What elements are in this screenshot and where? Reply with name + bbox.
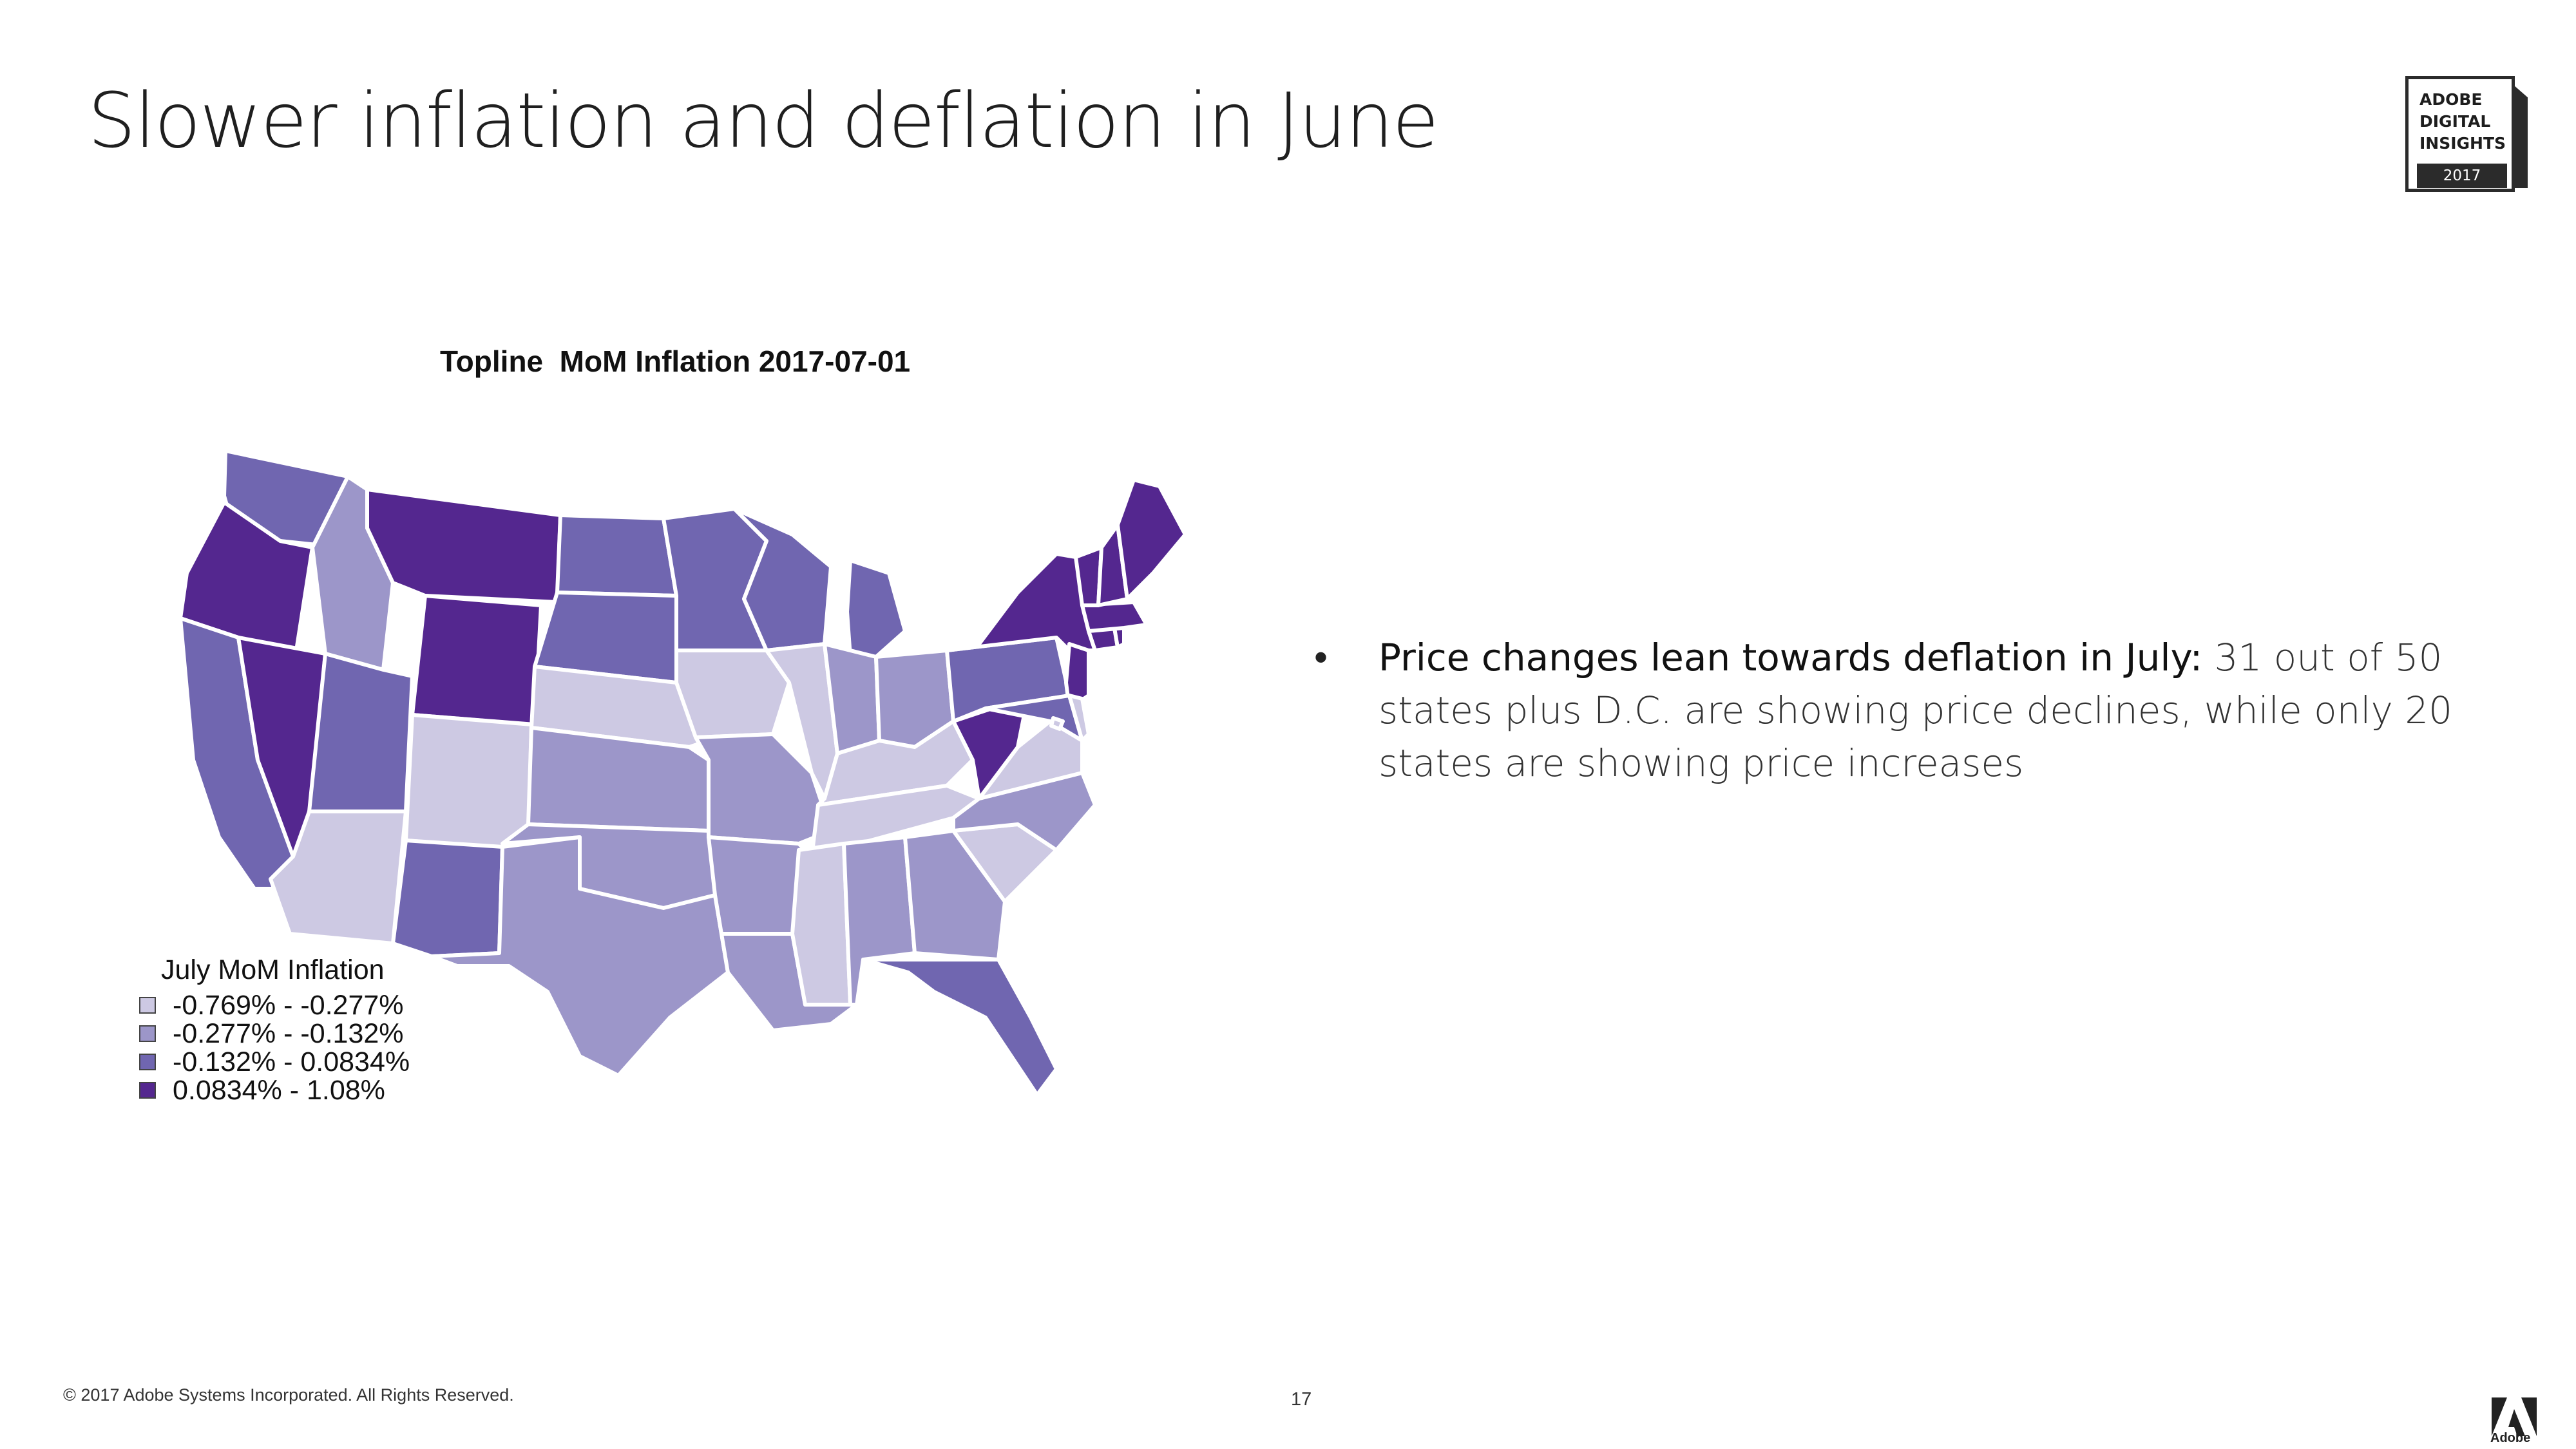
state-FL: [861, 958, 1058, 1097]
state-IA: [674, 649, 791, 739]
state-WY: [410, 594, 543, 726]
state-MI: [845, 558, 907, 659]
legend-item: -0.277% - -0.132%: [139, 1018, 410, 1049]
page-number: 17: [1291, 1389, 1312, 1410]
legend-label: -0.132% - 0.0834%: [173, 1046, 410, 1077]
legend-label: -0.769% - -0.277%: [173, 989, 404, 1021]
legend-item: 0.0834% - 1.08%: [139, 1074, 410, 1106]
legend-swatch: [139, 1025, 156, 1042]
legend-item: -0.769% - -0.277%: [139, 989, 410, 1021]
bullet-text: Price changes lean towards deflation in …: [1379, 631, 2538, 790]
state-MD: [984, 694, 1084, 743]
legend-title: July MoM Inflation: [161, 954, 385, 985]
state-RI: [1112, 626, 1126, 649]
legend-label: 0.0834% - 1.08%: [173, 1074, 385, 1106]
state-AL: [842, 835, 917, 1007]
legend-swatch: [139, 997, 156, 1014]
state-GA: [903, 829, 1007, 961]
state-MA: [1080, 600, 1149, 633]
legend-swatch: [139, 1082, 156, 1099]
copyright-notice: © 2017 Adobe Systems Incorporated. All R…: [63, 1385, 514, 1405]
bullet-rest: 31 out of 50 states plus D.C. are showin…: [1379, 636, 2453, 785]
legend-item: -0.132% - 0.0834%: [139, 1046, 410, 1077]
state-NM: [391, 838, 504, 958]
state-DC: [1049, 716, 1065, 731]
state-MS: [790, 842, 852, 1007]
map-title: Topline MoM Inflation 2017-07-01: [440, 345, 911, 378]
state-ME: [1116, 478, 1187, 601]
bullet-dot: •: [1314, 636, 1328, 679]
state-MT: [365, 488, 562, 604]
state-TX: [430, 835, 730, 1077]
map-legend: July MoM Inflation -0.769% - -0.277% -0.…: [139, 954, 410, 1106]
legend-label: -0.277% - -0.132%: [173, 1018, 404, 1049]
state-CO: [404, 713, 533, 852]
state-NY: [945, 552, 1097, 652]
legend-swatch: [139, 1054, 156, 1070]
adobe-wordmark: Adobe: [2490, 1431, 2531, 1445]
adobe-logo-icon: [2492, 1397, 2537, 1436]
adobe-digital-insights-badge: ADOBE DIGITAL INSIGHTS 2017: [2405, 76, 2528, 192]
bullet-point: • Price changes lean towards deflation i…: [1314, 631, 2538, 790]
state-UT: [307, 652, 414, 813]
bullet-lead: Price changes lean towards deflation in …: [1379, 636, 2203, 679]
us-choropleth-map: [178, 449, 1187, 1097]
badge-fold: [2514, 85, 2528, 188]
badge-text: ADOBE DIGITAL INSIGHTS: [2419, 90, 2506, 153]
page-title: Slower inflation and deflation in June: [88, 76, 1439, 165]
state-ND: [555, 513, 678, 598]
badge-year: 2017: [2417, 164, 2507, 188]
state-DE: [1067, 694, 1091, 743]
